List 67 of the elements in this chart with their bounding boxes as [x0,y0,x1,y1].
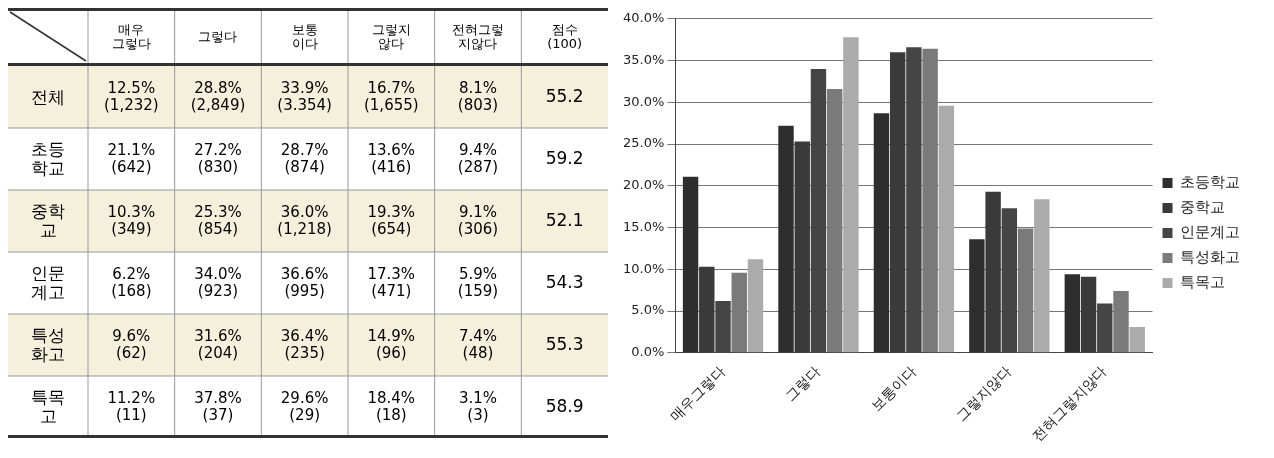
y-tick-label: 10.0% [622,260,665,276]
text: 31.6% (204) [194,326,242,362]
legend-label: 중학교 [1180,197,1225,216]
legend-label: 특성화고 [1180,247,1240,266]
text: 37.8% (37) [194,388,242,424]
category-label: 전혀그렇 지않다 [451,21,504,51]
text: 54.3 [545,272,584,293]
text: 34.0% (923) [194,264,242,300]
y-tick-label: 35.0% [622,51,665,67]
text: 8.1% (803) [457,78,499,114]
category-label: 전체 [31,86,65,107]
bar [1129,326,1145,353]
category-label: 특목 고 [31,387,65,426]
category-label: 초등 학교 [31,139,65,178]
text: 19.3% (654) [367,202,416,238]
legend-label: 특목고 [1180,272,1225,291]
text: 28.7% (874) [280,140,329,176]
text: 9.1% (306) [457,202,499,238]
text: 21.1% (642) [107,140,156,176]
text: 36.0% (1,218) [277,202,332,238]
y-tick-label: 5.0% [631,302,665,318]
category-label: 그렇지 않다 [371,21,411,51]
category-label: 중학 교 [31,201,65,240]
category-label: 인문 계고 [31,263,65,302]
text: 59.2 [545,148,584,169]
category-label: 그렇다 [198,28,238,44]
text: 6.2% (168) [111,264,152,300]
text: 12.5% (1,232) [104,78,159,114]
text: 25.3% (854) [194,202,242,238]
y-tick-label: 15.0% [622,218,665,234]
y-tick-label: 20.0% [622,177,665,193]
text: 36.4% (235) [280,326,329,362]
text: 9.4% (287) [457,140,499,176]
legend-label: 초등학교 [1180,172,1240,191]
text: 36.6% (995) [280,264,329,300]
y-tick-label: 30.0% [622,93,665,109]
text: 18.4% (18) [367,388,416,424]
text: 16.7% (1,655) [363,78,419,114]
y-tick-label: 0.0% [631,344,665,360]
text: 9.6% (62) [112,326,151,362]
text: 28.8% (2,849) [190,78,246,114]
category-label: 특성 화고 [31,325,65,364]
text: 5.9% (159) [457,264,499,300]
y-tick-label: 25.0% [622,135,665,151]
legend-label: 인문계고 [1180,222,1240,241]
text: 7.4% (48) [458,326,497,362]
text: 58.9 [545,396,584,417]
text: 55.3 [545,334,584,355]
text: 10.3% (349) [107,202,156,238]
text: 11.2% (11) [107,388,156,424]
text: 13.6% (416) [367,140,416,176]
text: 55.2 [545,86,584,107]
y-tick-label: 40.0% [622,10,665,26]
text: 29.6% (29) [280,388,329,424]
category-label: 점수 (100) [547,21,583,51]
text: 14.9% (96) [367,326,416,362]
text: 27.2% (830) [194,140,242,176]
text: 33.9% (3.354) [277,78,332,114]
bar [843,37,859,353]
bar [1034,199,1050,353]
bar [747,259,764,353]
text: 17.3% (471) [367,264,416,300]
text: 3.1% (3) [458,388,497,424]
bar [938,105,955,353]
text: 52.1 [545,210,584,231]
category-label: 보통 이다 [291,21,318,51]
category-label: 매우 그렇다 [111,21,151,51]
